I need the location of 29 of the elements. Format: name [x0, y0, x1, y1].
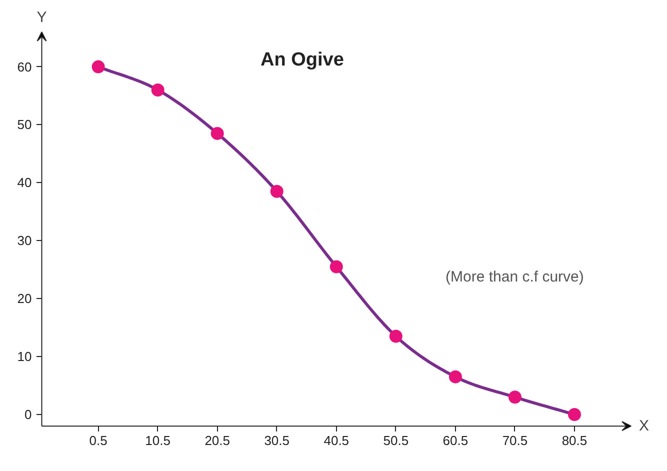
- x-tick-label: 20.5: [204, 433, 230, 448]
- y-tick-label: 60: [17, 59, 32, 74]
- y-tick-label: 50: [17, 117, 32, 132]
- text: An Ogive: [260, 50, 344, 70]
- point: [389, 330, 402, 343]
- y-tick-label: 20: [17, 291, 32, 306]
- annotation: (More than c.f curve): [446, 268, 584, 286]
- y-tick-label: 30: [17, 233, 32, 248]
- x-tick-label: 70.5: [502, 433, 528, 448]
- point: [508, 390, 522, 404]
- x-axis-title: X: [639, 418, 650, 435]
- x-tick-label: 80.5: [562, 433, 588, 448]
- x-tick-label: 30.5: [264, 433, 290, 448]
- point: [330, 260, 343, 274]
- point: [448, 370, 462, 384]
- x-tick-label: 50.5: [383, 433, 409, 448]
- x-tick-label: 60.5: [442, 433, 468, 448]
- point: [568, 408, 581, 421]
- point: [151, 83, 164, 96]
- x-tick-label: 10.5: [145, 433, 170, 448]
- y-tick-label: 10: [17, 349, 32, 364]
- point: [210, 126, 224, 140]
- x-tick-label: 40.5: [324, 433, 350, 448]
- point: [92, 60, 105, 74]
- y-tick-label: 40: [17, 175, 32, 190]
- x-tick-label: 0.5: [89, 433, 108, 448]
- y-tick-label: 0: [24, 407, 32, 422]
- y-axis-title: Y: [36, 9, 47, 26]
- point: [270, 184, 284, 198]
